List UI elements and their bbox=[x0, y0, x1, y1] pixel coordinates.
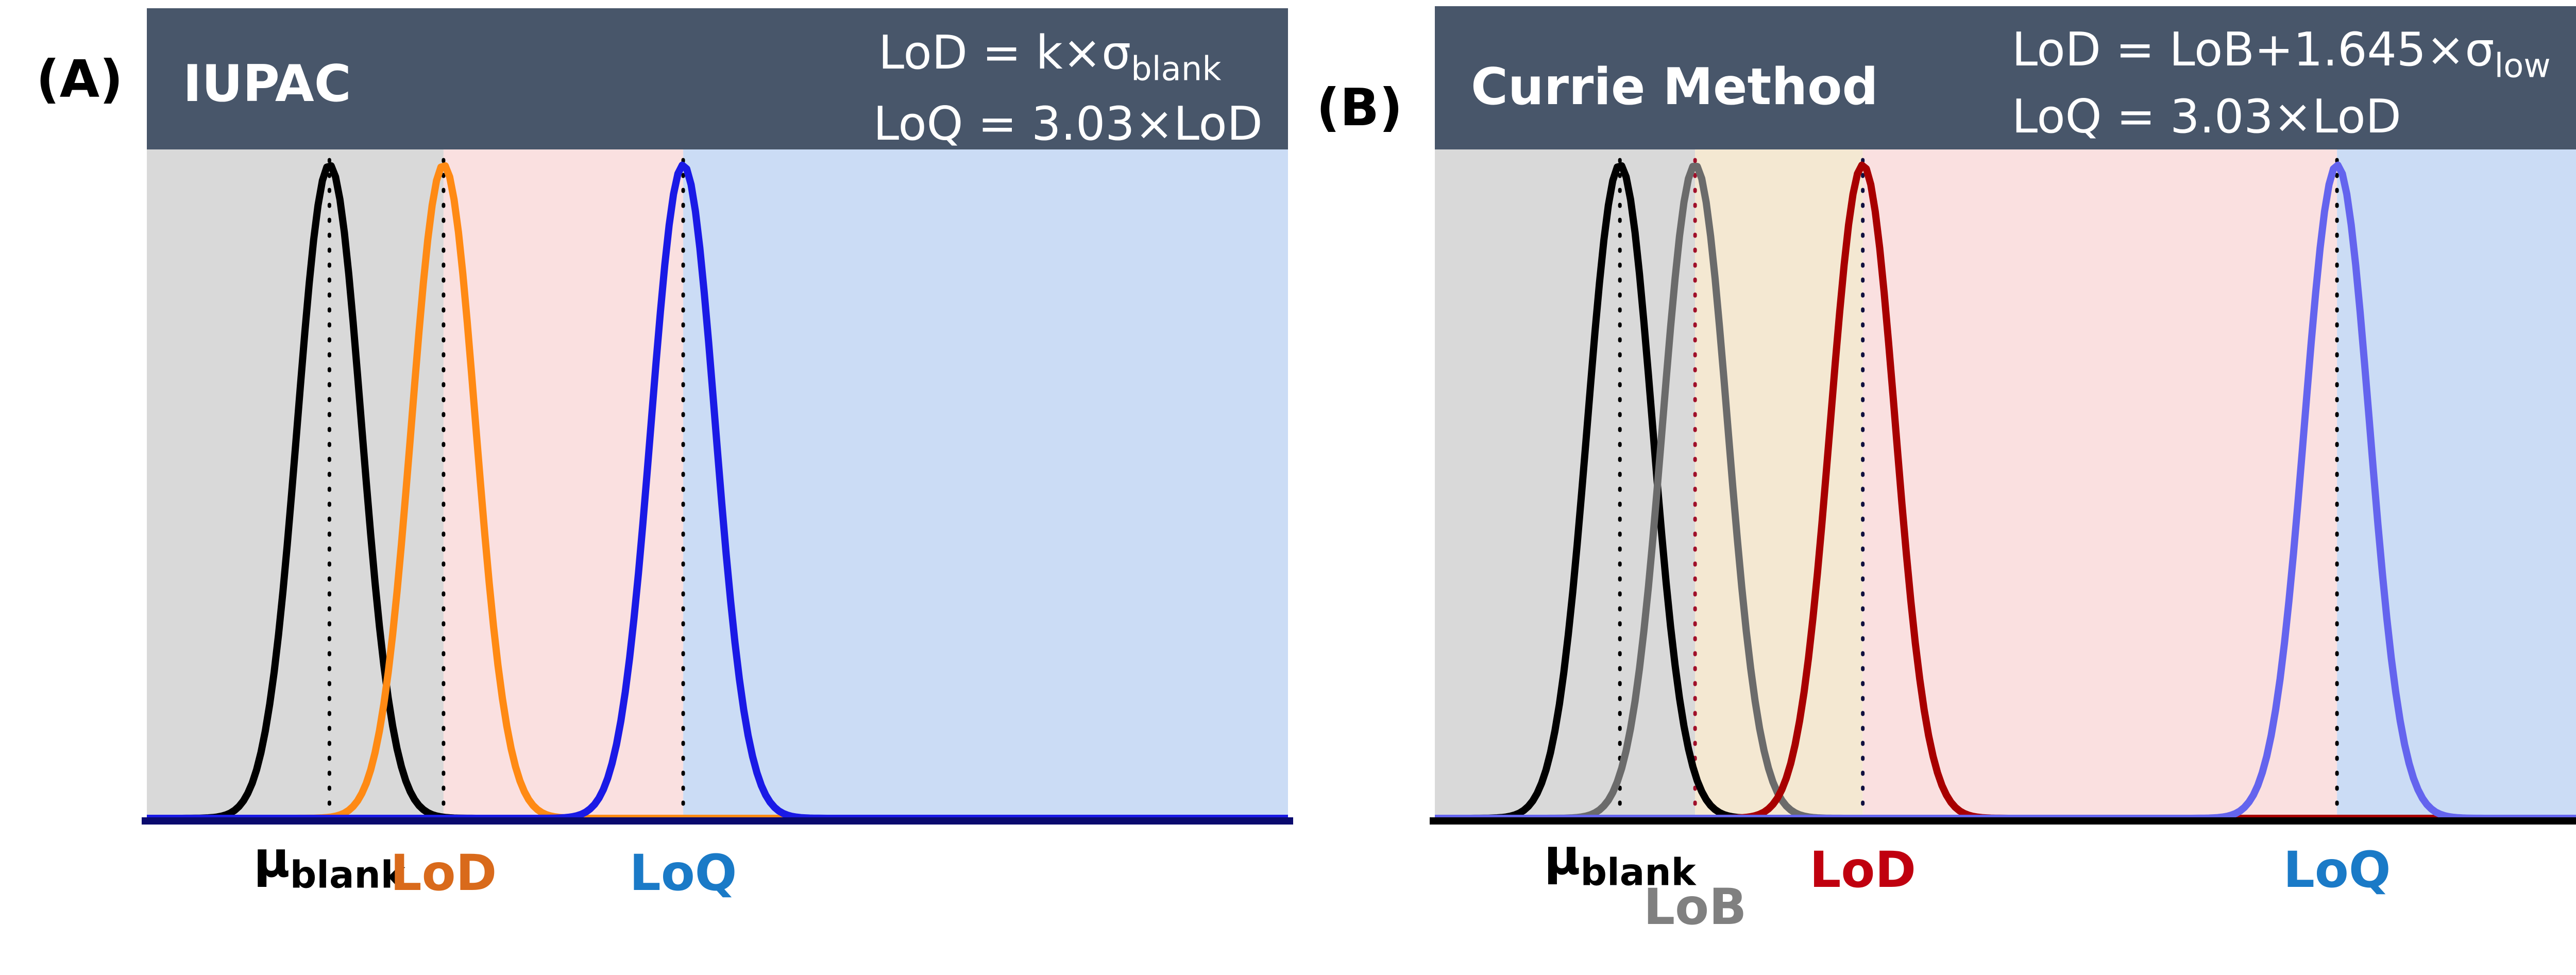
region-1-0 bbox=[1435, 149, 1696, 818]
formula-lod-text: LoD = LoB+1.645×σ bbox=[2012, 23, 2495, 77]
formula-lod-sub: low bbox=[2494, 47, 2551, 86]
panel-b-lob-label: LoB bbox=[1643, 878, 1747, 936]
panel-b-lod-label: LoD bbox=[1809, 841, 1917, 899]
panel-a-loq-label: LoQ bbox=[629, 844, 737, 902]
panel-b-formula-loq: LoQ = 3.03×LoD bbox=[2012, 90, 2401, 144]
formula-lod-text: LoD = k×σ bbox=[878, 26, 1131, 80]
region-1-2 bbox=[1862, 149, 2337, 818]
panel-a-lod-label: LoD bbox=[390, 844, 497, 902]
mu-sub: blank bbox=[290, 853, 405, 897]
x-axis-line bbox=[1430, 817, 2576, 825]
mu-sub: blank bbox=[1580, 850, 1696, 894]
panel-a-formula-lod: LoD = k×σblank bbox=[878, 30, 1221, 86]
panel-a-formula-loq: LoQ = 3.03×LoD bbox=[873, 97, 1263, 151]
panel-a-title: IUPAC bbox=[183, 55, 351, 113]
panel-b-formula-lod: LoD = LoB+1.645×σlow bbox=[2012, 27, 2551, 86]
region-0-2 bbox=[683, 149, 1288, 818]
panel-b-title: Currie Method bbox=[1471, 58, 1878, 116]
mu-symbol: μ bbox=[1544, 828, 1581, 886]
formula-lod-sub: blank bbox=[1131, 50, 1222, 89]
panel-a-mu-blank-label: μblank bbox=[253, 835, 405, 894]
mu-symbol: μ bbox=[253, 831, 290, 888]
panel-b-header: Currie Method LoD = LoB+1.645×σlow LoQ =… bbox=[1435, 6, 2576, 149]
region-1-1 bbox=[1695, 149, 1863, 818]
panel-a-header: IUPAC LoD = k×σblank LoQ = 3.03×LoD bbox=[147, 8, 1288, 149]
panel-b-letter: (B) bbox=[1316, 77, 1403, 138]
panel-a-letter: (A) bbox=[36, 49, 123, 109]
x-axis-line bbox=[142, 817, 1293, 825]
panel-b-mu-blank-label: μblank bbox=[1544, 832, 1696, 891]
panel-b-loq-label: LoQ bbox=[2283, 841, 2391, 899]
